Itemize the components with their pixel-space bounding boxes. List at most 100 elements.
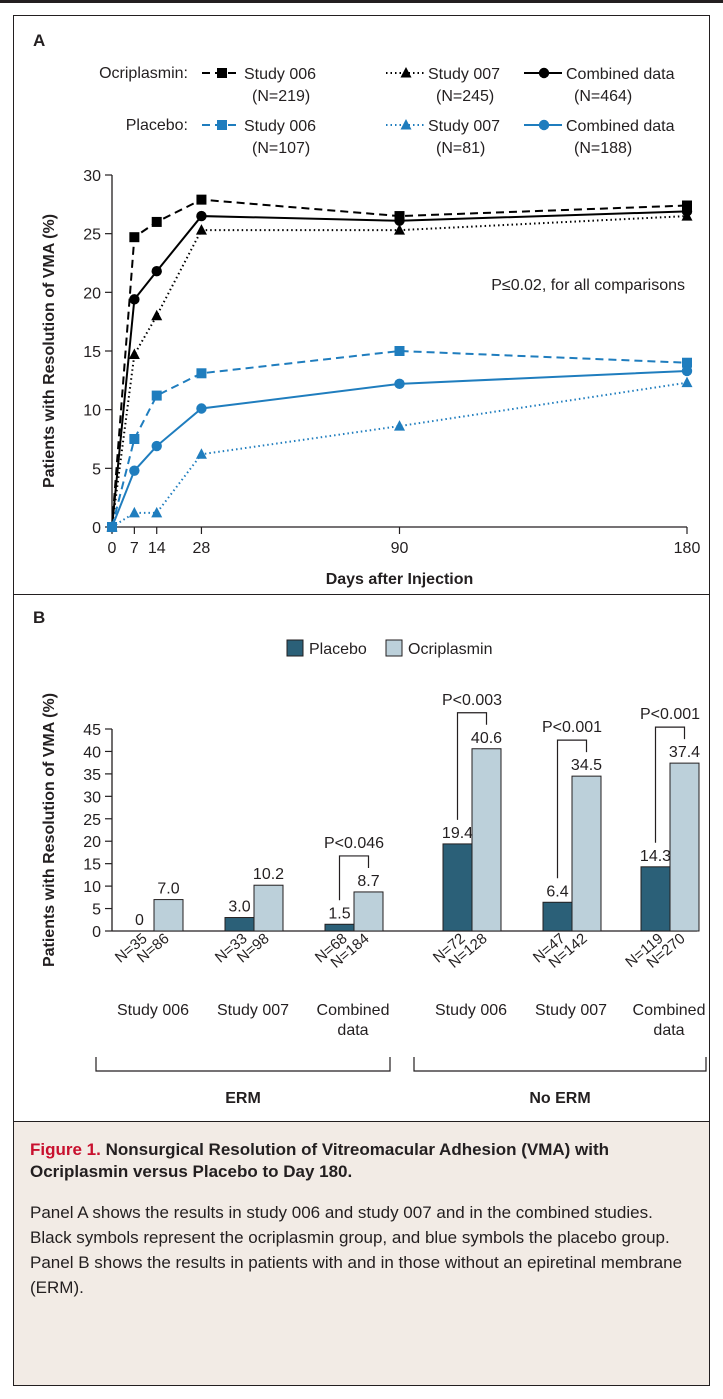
y-tick-label: 20 xyxy=(83,285,101,302)
y-tick-label: 10 xyxy=(83,403,101,420)
y-tick-label: 35 xyxy=(83,767,101,784)
legend-series-name: Study 006 xyxy=(244,66,316,83)
legend-swatch-placebo xyxy=(286,639,304,657)
legend-marker xyxy=(538,119,550,131)
data-point xyxy=(196,194,207,205)
line-chart: A Ocriplasmin: Placebo: Study 006 (N=219) Stu… xyxy=(33,31,700,588)
category-label: data xyxy=(653,1022,684,1039)
legend-series-n: (N=188) xyxy=(574,140,632,157)
category-label: Combined xyxy=(633,1002,706,1019)
bar-value-label: 8.7 xyxy=(357,873,379,890)
legend-marker xyxy=(217,120,227,130)
data-point xyxy=(129,232,140,243)
bar-value-label: 0 xyxy=(135,912,144,929)
data-point xyxy=(195,224,207,235)
data-point xyxy=(681,376,693,388)
group-label: No ERM xyxy=(529,1090,590,1107)
y-axis-title: Patients with Resolution of VMA (%) xyxy=(41,214,58,488)
figure-caption: Figure 1. Nonsurgical Resolution of Vitr… xyxy=(13,1121,710,1386)
bar-ocriplasmin xyxy=(471,748,502,932)
caption-title-text: Nonsurgical Resolution of Vitreomacular … xyxy=(30,1140,610,1181)
bar-ocriplasmin xyxy=(353,891,384,932)
group-bracket xyxy=(413,1057,707,1072)
data-point xyxy=(196,368,207,379)
bar-value-label: 34.5 xyxy=(571,757,602,774)
x-tick-label: 0 xyxy=(108,540,117,557)
series-line xyxy=(111,369,688,528)
legend-marker xyxy=(400,67,412,78)
y-tick-label: 30 xyxy=(83,168,101,185)
data-point xyxy=(681,365,693,377)
data-point xyxy=(151,440,162,452)
p-value-label: P<0.001 xyxy=(640,706,700,723)
y-tick-label: 30 xyxy=(83,789,101,806)
data-point xyxy=(196,403,207,414)
bar-placebo xyxy=(442,843,473,932)
significance-bracket xyxy=(556,739,588,879)
legend-group-label: Ocriplasmin: xyxy=(99,65,188,82)
legend-series-n: (N=219) xyxy=(252,88,310,105)
category-label: Study 007 xyxy=(217,1002,289,1019)
panel-b: B Placebo Ocriplasmin 0 5 10 15 20 25 30 35 40 45 Pat… xyxy=(13,594,710,1121)
x-axis-title: Days after Injection xyxy=(326,571,474,588)
bar-ocriplasmin xyxy=(153,899,184,932)
data-point xyxy=(682,357,692,368)
data-point xyxy=(394,215,405,226)
data-point xyxy=(151,216,162,227)
group-label: ERM xyxy=(225,1090,261,1107)
x-tick-label: 7 xyxy=(130,540,139,557)
data-point xyxy=(394,378,405,390)
data-point xyxy=(129,434,140,444)
x-tick-label: 90 xyxy=(391,540,409,557)
group-bracket xyxy=(95,1057,391,1072)
legend-series-name: Study 007 xyxy=(428,118,500,135)
category-label: Study 007 xyxy=(535,1002,607,1019)
y-tick-label: 25 xyxy=(83,227,101,244)
y-tick-label: 40 xyxy=(83,744,101,761)
data-point xyxy=(151,390,162,401)
bar-placebo xyxy=(224,917,255,932)
data-point xyxy=(394,346,405,356)
y-tick-label: 5 xyxy=(92,461,101,478)
data-point xyxy=(128,348,140,360)
bar-value-label: 40.6 xyxy=(471,730,502,747)
p-value-label: P<0.046 xyxy=(324,835,384,852)
y-tick-label: 20 xyxy=(83,834,101,851)
legend-label-placebo: Placebo xyxy=(309,641,367,658)
p-value-label: P<0.003 xyxy=(442,692,502,709)
legend-series-name: Combined data xyxy=(566,66,675,83)
legend-series-n: (N=107) xyxy=(252,140,310,157)
data-point xyxy=(128,506,140,518)
legend-series-n: (N=81) xyxy=(436,140,485,157)
legend-group-label: Placebo: xyxy=(126,117,188,134)
panel-a: A Ocriplasmin: Placebo: Study 006 (N=219) Stu… xyxy=(13,15,710,594)
category-label: Combined xyxy=(317,1002,390,1019)
y-tick-label: 10 xyxy=(83,879,101,896)
y-axis-title: Patients with Resolution of VMA (%) xyxy=(41,693,58,967)
data-point xyxy=(196,210,207,222)
bar-value-label: 7.0 xyxy=(157,881,179,898)
data-point xyxy=(151,266,162,277)
data-point xyxy=(681,206,693,217)
series-line xyxy=(111,381,688,528)
series-line xyxy=(111,349,688,528)
legend-series-name: Study 006 xyxy=(244,118,316,135)
bar-value-label: 1.5 xyxy=(328,905,350,922)
bar-value-label: 19.4 xyxy=(442,825,473,842)
y-tick-label: 0 xyxy=(92,520,101,537)
top-rule xyxy=(0,0,723,3)
bar-value-label: 37.4 xyxy=(669,744,700,761)
bar-value-label: 6.4 xyxy=(546,883,568,900)
legend-swatch-ocriplasmin xyxy=(385,639,403,657)
x-tick-label: 14 xyxy=(148,540,166,557)
bar-value-label: 14.3 xyxy=(640,848,671,865)
data-point xyxy=(151,309,163,321)
series-line xyxy=(111,210,688,528)
y-tick-label: 25 xyxy=(83,812,101,829)
series-line xyxy=(111,198,688,528)
data-point xyxy=(129,465,140,476)
legend-series-n: (N=464) xyxy=(574,88,632,105)
y-tick-label: 15 xyxy=(83,344,101,361)
figure-label: Figure 1. xyxy=(30,1140,101,1159)
legend-marker xyxy=(217,68,227,78)
